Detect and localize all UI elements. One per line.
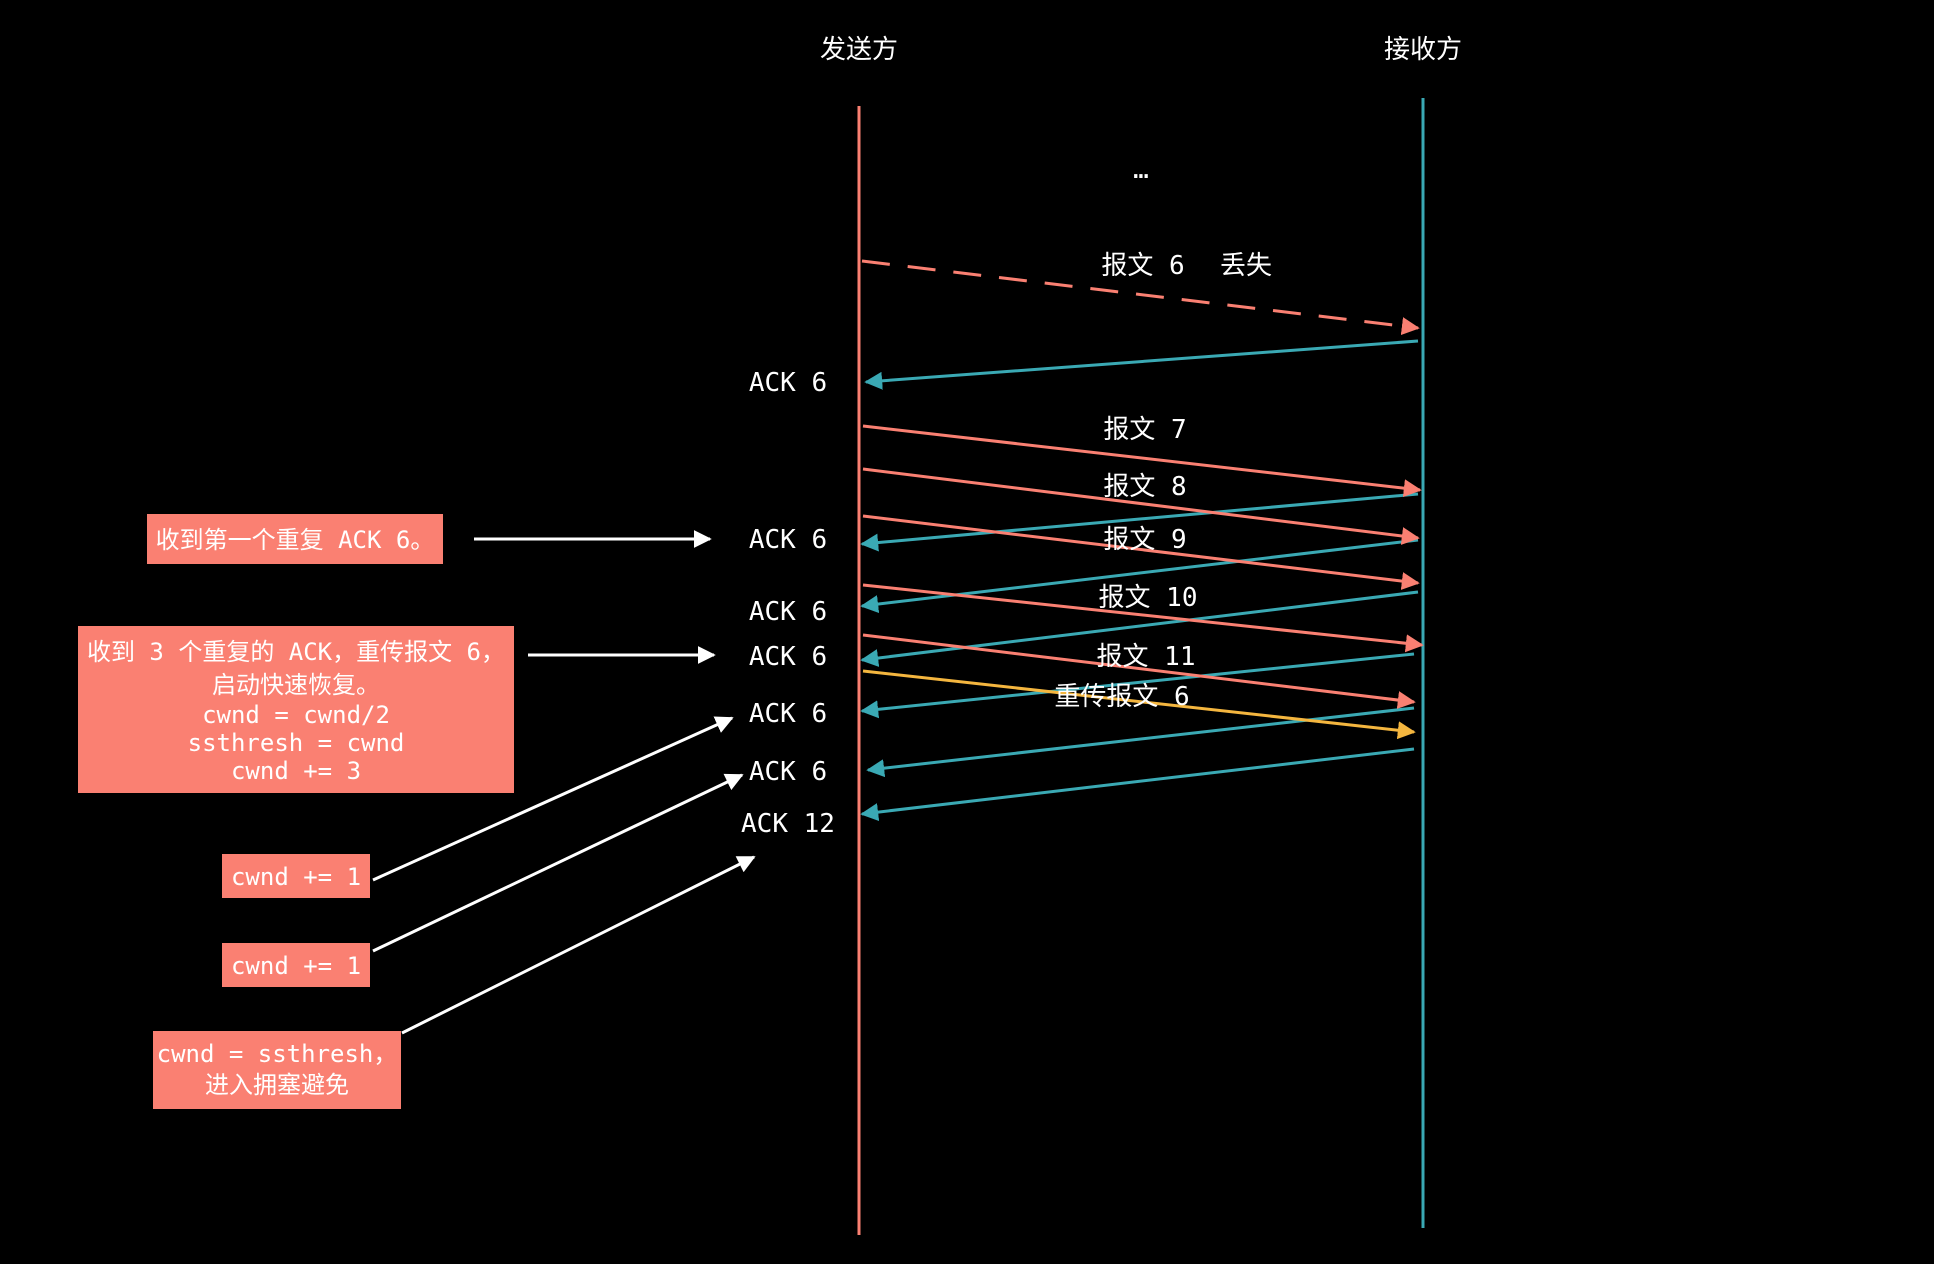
ack-arrow-2 (860, 492, 1419, 552)
ack-label-1: ACK 6 (749, 368, 827, 398)
ack-label-2: ACK 6 (749, 525, 827, 555)
note-third-dup-line-4: ssthresh = cwnd (188, 729, 405, 757)
packet-7-label: 报文 7 (1103, 415, 1186, 445)
ack-label-6: ACK 6 (749, 757, 827, 787)
note-third-dup-line-3: cwnd = cwnd/2 (202, 701, 390, 729)
ack-arrow-5 (860, 652, 1415, 719)
ellipsis-text: … (1133, 155, 1149, 185)
ack-label-7: ACK 12 (741, 809, 835, 839)
ack-label-4: ACK 6 (749, 642, 827, 672)
note-third-dup-line-2: 启动快速恢复。 (212, 671, 380, 699)
note-exit-line-1: cwnd = ssthresh， (157, 1040, 398, 1068)
sender-lane-title: 发送方 (820, 35, 898, 65)
packet-11-label: 报文 11 (1097, 642, 1196, 672)
note-cwnd-inc-2 (222, 943, 370, 987)
ack-label-5: ACK 6 (749, 699, 827, 729)
note-exit-recovery (153, 1031, 401, 1109)
packet-8-arrow (862, 467, 1420, 545)
packet-10-arrow (862, 583, 1424, 653)
note-third-dup-ack (78, 626, 514, 793)
packet-11-arrow (862, 633, 1416, 709)
note-cwnd-inc-1-arrow (372, 716, 734, 882)
note-cwnd-inc-2-arrow (372, 773, 744, 953)
note-third-dup-line-1: 收到 3 个重复的 ACK，重传报文 6， (87, 638, 505, 666)
packet-8-label: 报文 8 (1103, 472, 1186, 502)
note-cwnd-inc-1 (222, 854, 370, 898)
packet-6-lost-label: 丢失 (1220, 251, 1272, 281)
packet-10-label: 报文 10 (1099, 583, 1198, 613)
packet-7-arrow (862, 424, 1422, 498)
ack-arrow-4 (860, 590, 1419, 667)
ack-arrow-7 (860, 747, 1415, 822)
note-cwnd-inc-1-text: cwnd += 1 (231, 863, 361, 891)
packet-6-label: 报文 6 (1101, 251, 1184, 281)
ack-arrow-1 (864, 339, 1419, 390)
packet-6-lost-arrow (861, 259, 1420, 335)
note-first-dup-ack (147, 514, 443, 564)
retransmit-packet-6-label: 重传报文 6 (1054, 682, 1189, 712)
note-first-dup-ack-text: 收到第一个重复 ACK 6。 (156, 526, 435, 554)
ack-arrow-6 (866, 706, 1415, 778)
retransmit-packet-6-arrow (862, 669, 1416, 740)
receiver-lane-title: 接收方 (1384, 35, 1462, 65)
ack-label-3: ACK 6 (749, 597, 827, 627)
note-cwnd-inc-2-text: cwnd += 1 (231, 952, 361, 980)
note-exit-line-2: 进入拥塞避免 (205, 1071, 349, 1099)
packet-9-arrow (862, 514, 1420, 590)
packet-9-label: 报文 9 (1103, 525, 1186, 555)
note-exit-arrow (401, 855, 756, 1035)
note-third-dup-line-5: cwnd += 3 (231, 757, 361, 785)
